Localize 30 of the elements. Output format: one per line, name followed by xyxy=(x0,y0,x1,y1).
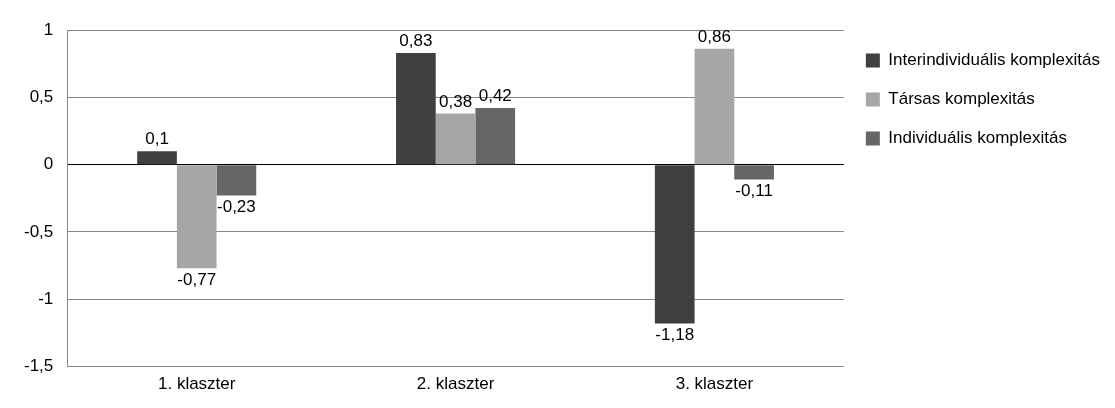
bar xyxy=(435,113,476,165)
y-tick-label: 0,5 xyxy=(29,87,54,107)
y-tick-label: -0,5 xyxy=(24,221,54,241)
y-tick-label: -1,5 xyxy=(24,356,54,376)
bar xyxy=(396,52,436,165)
legend-label: Individuális komplexitás xyxy=(888,128,1067,148)
bar xyxy=(654,165,695,324)
legend-label: Társas komplexitás xyxy=(888,89,1035,109)
x-tick-label: 3. klaszter xyxy=(675,374,754,394)
bar xyxy=(137,151,177,165)
bar xyxy=(176,165,217,269)
legend-label: Interindividuális komplexitás xyxy=(888,50,1100,70)
x-tick-label: 1. klaszter xyxy=(157,374,236,394)
data-label: -0,77 xyxy=(177,269,217,289)
data-label: 0,86 xyxy=(697,27,731,47)
data-label: -0,11 xyxy=(735,180,773,200)
bar xyxy=(216,165,257,196)
bar xyxy=(734,165,774,180)
data-label: -0,23 xyxy=(217,196,256,216)
bar xyxy=(475,108,516,165)
data-label: -1,18 xyxy=(655,324,695,344)
y-tick-label: 1 xyxy=(43,19,54,39)
data-label: 0,38 xyxy=(439,91,473,111)
data-label: 0,42 xyxy=(478,86,512,106)
y-tick-label: -1 xyxy=(38,288,54,308)
y-tick-label: 0 xyxy=(43,154,54,174)
data-label: 0,83 xyxy=(399,31,433,51)
x-tick-label: 2. klaszter xyxy=(416,374,495,394)
data-label: 0,1 xyxy=(145,129,169,149)
bar xyxy=(694,48,735,165)
